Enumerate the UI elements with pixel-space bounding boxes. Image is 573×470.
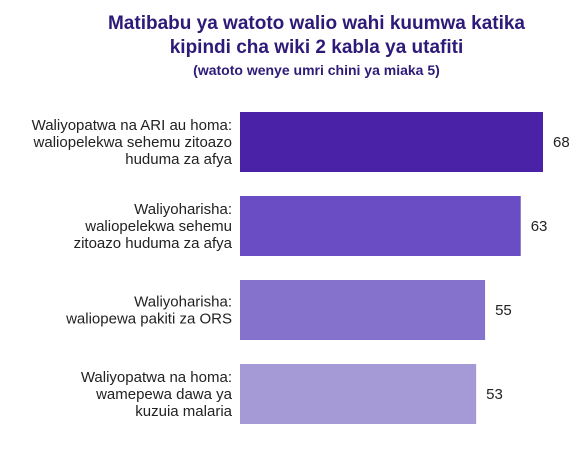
bar-2 xyxy=(240,196,521,256)
category-label-3-line-1: Waliyoharisha: xyxy=(134,294,232,311)
category-label-4-line-1: Waliyopatwa na homa: xyxy=(81,369,232,386)
chart-title-line-1: Matibabu ya watoto walio wahi kuumwa kat… xyxy=(107,13,526,34)
category-label-2-line-3: zitoazo huduma za afya xyxy=(74,235,233,252)
value-label-2: 63 xyxy=(531,218,548,235)
category-label-2-line-1: Waliyoharisha: xyxy=(134,201,232,218)
value-label-1: 68 xyxy=(553,134,570,151)
category-label-1-line-1: Waliyopatwa na ARI au homa: xyxy=(32,117,232,134)
category-label-1-line-3: huduma za afya xyxy=(125,151,232,168)
value-label-4: 53 xyxy=(486,386,503,403)
bar-1 xyxy=(240,112,543,172)
category-label-1-line-2: waliopelekwa sehemu zitoazo xyxy=(33,134,232,151)
chart-title-block: Matibabu ya watoto walio wahi kuumwa kat… xyxy=(0,12,573,80)
category-label-4-line-2: wamepewa dawa ya xyxy=(95,386,233,403)
chart-subtitle: (watoto wenye umri chini ya miaka 5) xyxy=(193,62,440,78)
value-label-3: 55 xyxy=(495,302,512,319)
chart-title-line-2: kipindi cha wiki 2 kabla ya utafiti xyxy=(169,37,464,58)
bar-3 xyxy=(240,280,486,340)
category-label-3-line-2: waliopewa pakiti za ORS xyxy=(65,311,232,328)
category-label-4-line-3: kuzuia malaria xyxy=(135,403,232,420)
bar-4 xyxy=(240,364,477,424)
category-label-2-line-2: waliopelekwa sehemu xyxy=(84,218,232,235)
